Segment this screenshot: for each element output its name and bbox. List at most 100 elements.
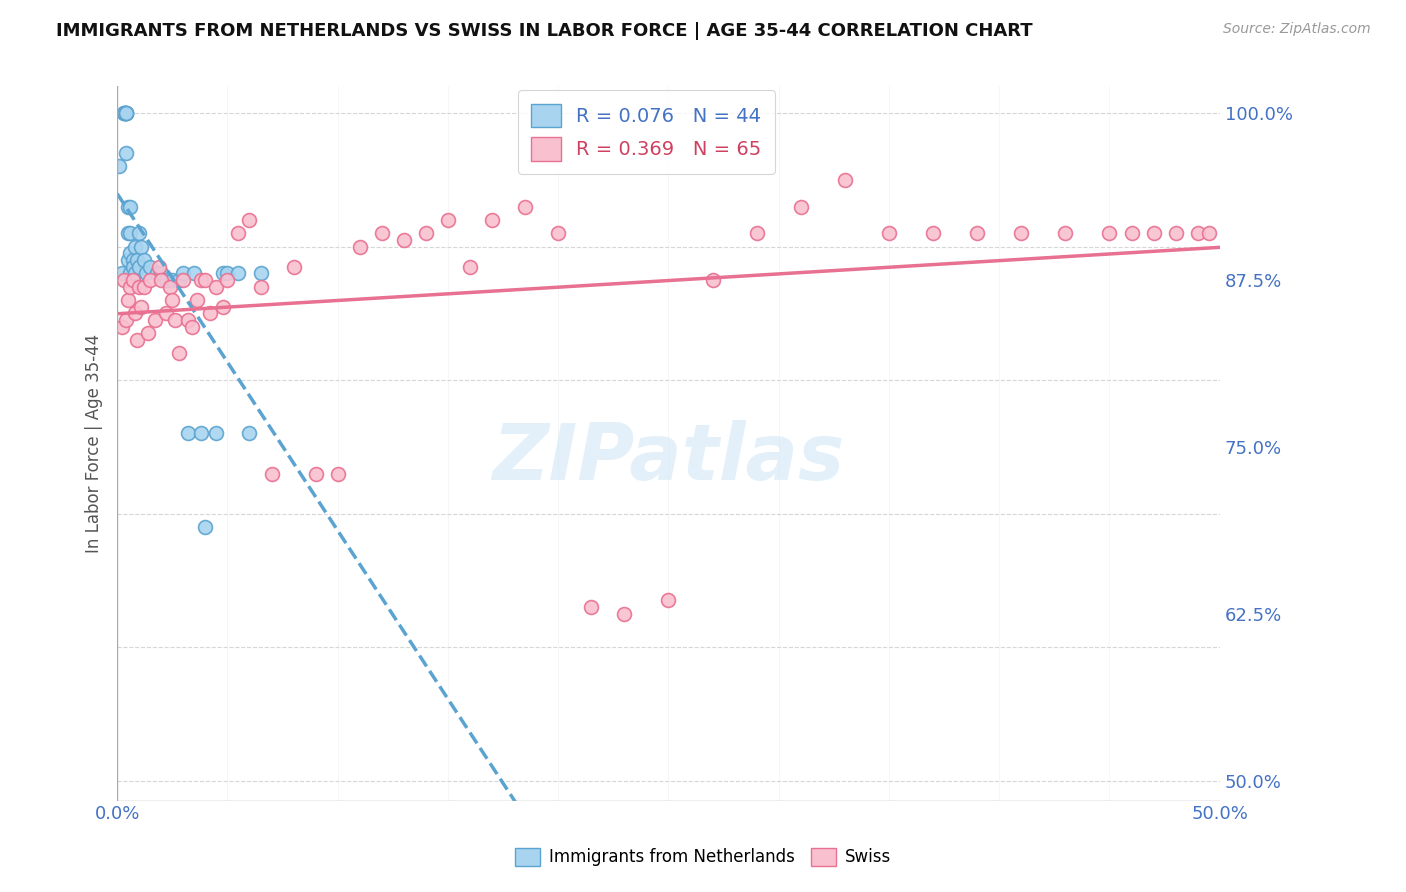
Point — [212, 300, 235, 314]
Text: Source: ZipAtlas.com: Source: ZipAtlas.com — [1223, 22, 1371, 37]
Point — [249, 279, 271, 293]
Point — [228, 266, 250, 280]
Point — [702, 273, 724, 287]
Point — [135, 266, 157, 280]
Point — [481, 212, 503, 227]
Point — [212, 266, 235, 280]
Point — [458, 260, 481, 274]
Point — [139, 260, 162, 274]
Point — [117, 293, 139, 307]
Point — [217, 266, 239, 280]
Point — [108, 160, 131, 174]
Point — [205, 426, 228, 441]
Point — [205, 279, 228, 293]
Point — [167, 346, 190, 360]
Point — [1098, 226, 1121, 240]
Point — [128, 226, 150, 240]
Point — [120, 246, 142, 260]
Text: ZIPatlas: ZIPatlas — [492, 420, 845, 496]
Point — [238, 426, 260, 441]
Point — [181, 319, 204, 334]
Point — [183, 266, 205, 280]
Point — [162, 273, 184, 287]
Point — [117, 252, 139, 267]
Point — [115, 106, 138, 120]
Point — [120, 226, 142, 240]
Point — [613, 607, 636, 621]
Point — [136, 326, 159, 341]
Point — [1054, 226, 1077, 240]
Point — [1164, 226, 1187, 240]
Point — [745, 226, 768, 240]
Point — [1187, 226, 1209, 240]
Point — [172, 273, 194, 287]
Point — [115, 146, 138, 161]
Legend: Immigrants from Netherlands, Swiss: Immigrants from Netherlands, Swiss — [509, 841, 897, 873]
Point — [150, 266, 173, 280]
Point — [547, 226, 569, 240]
Point — [117, 226, 139, 240]
Point — [1142, 226, 1164, 240]
Point — [1198, 226, 1220, 240]
Point — [112, 106, 135, 120]
Point — [124, 306, 146, 320]
Point — [115, 313, 138, 327]
Point — [190, 426, 212, 441]
Point — [115, 106, 138, 120]
Point — [922, 226, 945, 240]
Point — [371, 226, 394, 240]
Point — [112, 273, 135, 287]
Point — [513, 200, 536, 214]
Point — [581, 600, 603, 615]
Point — [194, 273, 217, 287]
Point — [121, 252, 143, 267]
Point — [146, 266, 169, 280]
Point — [163, 313, 186, 327]
Point — [112, 106, 135, 120]
Point — [834, 173, 856, 187]
Point — [128, 260, 150, 274]
Point — [125, 333, 148, 347]
Point — [132, 252, 155, 267]
Point — [177, 426, 200, 441]
Point — [117, 200, 139, 214]
Point — [155, 273, 177, 287]
Point — [392, 233, 415, 247]
Point — [159, 279, 181, 293]
Point — [228, 226, 250, 240]
Point — [125, 252, 148, 267]
Point — [877, 226, 900, 240]
Point — [112, 106, 135, 120]
Point — [128, 279, 150, 293]
Point — [657, 593, 679, 607]
Point — [143, 313, 166, 327]
Point — [167, 273, 190, 287]
Text: IMMIGRANTS FROM NETHERLANDS VS SWISS IN LABOR FORCE | AGE 35-44 CORRELATION CHAR: IMMIGRANTS FROM NETHERLANDS VS SWISS IN … — [56, 22, 1033, 40]
Point — [186, 293, 208, 307]
Y-axis label: In Labor Force | Age 35-44: In Labor Force | Age 35-44 — [86, 334, 103, 553]
Point — [1010, 226, 1032, 240]
Point — [120, 200, 142, 214]
Point — [115, 106, 138, 120]
Point — [437, 212, 460, 227]
Point — [162, 293, 184, 307]
Point — [217, 273, 239, 287]
Point — [131, 239, 153, 253]
Point — [120, 266, 142, 280]
Point — [121, 273, 143, 287]
Point — [110, 319, 132, 334]
Point — [249, 266, 271, 280]
Point — [238, 212, 260, 227]
Point — [121, 260, 143, 274]
Point — [260, 467, 283, 481]
Legend: R = 0.076   N = 44, R = 0.369   N = 65: R = 0.076 N = 44, R = 0.369 N = 65 — [517, 90, 775, 174]
Point — [190, 273, 212, 287]
Point — [1121, 226, 1143, 240]
Point — [139, 273, 162, 287]
Point — [148, 260, 170, 274]
Point — [124, 239, 146, 253]
Point — [326, 467, 349, 481]
Point — [150, 273, 173, 287]
Point — [110, 266, 132, 280]
Point — [304, 467, 326, 481]
